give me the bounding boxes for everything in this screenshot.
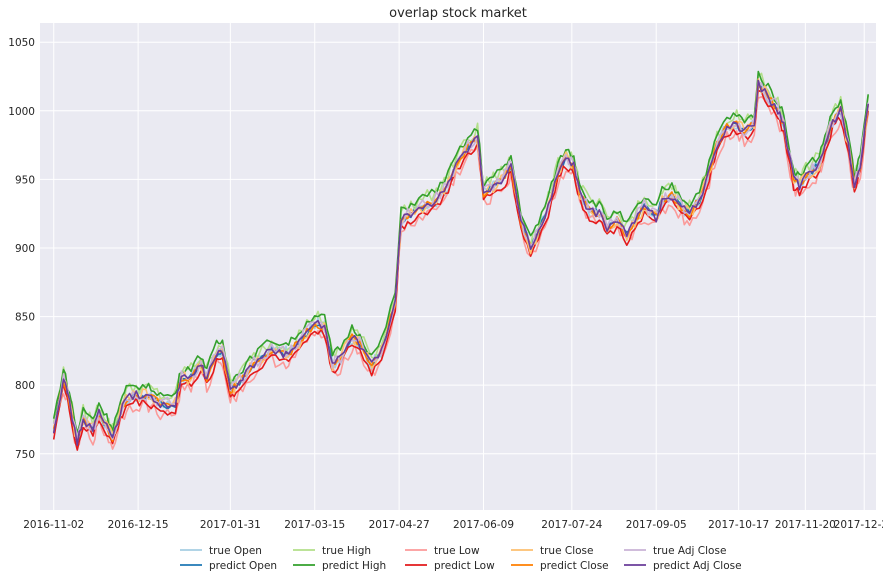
x-tick-label: 2017-07-24	[541, 519, 602, 531]
legend-label: predict Open	[209, 560, 277, 572]
legend-label: true Adj Close	[653, 545, 726, 557]
legend-label: true Close	[540, 545, 594, 557]
legend-label: true Low	[434, 545, 480, 557]
y-tick-label: 800	[15, 380, 35, 392]
x-tick-label: 2016-11-02	[23, 519, 84, 531]
series-line-predict-adj-close	[52, 79, 869, 446]
y-tick-label: 1050	[8, 37, 35, 49]
x-tick-label: 2017-03-15	[284, 519, 345, 531]
legend-item: predict Adj Close	[624, 560, 742, 572]
x-tick-label: 2016-12-15	[108, 519, 169, 531]
y-tick-label: 900	[15, 243, 35, 255]
legend-label: true High	[322, 545, 371, 557]
legend-item: true Low	[405, 545, 480, 557]
legend-item: predict Close	[511, 560, 609, 572]
legend-item: true Close	[511, 545, 594, 557]
legend-item: true Adj Close	[624, 545, 726, 557]
grid	[40, 23, 876, 510]
y-tick-label: 750	[15, 449, 35, 461]
x-tick-label: 2017-10-17	[708, 519, 769, 531]
series-layer	[52, 70, 869, 451]
legend-item: true Open	[180, 545, 262, 557]
legend-label: predict Adj Close	[653, 560, 742, 572]
legend-item: true High	[293, 545, 371, 557]
legend: true Open predict Open true High predict Hi…	[180, 545, 742, 572]
x-axis: 2016-11-02 2016-12-15 2017-01-31 2017-03-15…	[23, 519, 883, 531]
legend-label: predict Close	[540, 560, 609, 572]
x-tick-label: 2017-11-20	[775, 519, 836, 531]
y-tick-label: 950	[15, 174, 35, 186]
series-line-predict-high	[52, 70, 869, 434]
plot-area	[40, 23, 876, 510]
chart-title: overlap stock market	[389, 6, 527, 21]
legend-label: predict High	[322, 560, 386, 572]
x-tick-label: 2017-09-05	[626, 519, 687, 531]
y-axis: 750 800 850 900 950 1000 1050	[8, 37, 35, 461]
legend-label: true Open	[209, 545, 262, 557]
y-tick-label: 850	[15, 312, 35, 324]
legend-item: predict Low	[405, 560, 495, 572]
x-tick-label: 2017-04-27	[369, 519, 430, 531]
legend-item: predict Open	[180, 560, 277, 572]
x-tick-label: 2017-06-09	[453, 519, 514, 531]
legend-item: predict High	[293, 560, 386, 572]
y-tick-label: 1000	[8, 106, 35, 118]
legend-label: predict Low	[434, 560, 495, 572]
x-tick-label: 2017-12-20	[834, 519, 883, 531]
x-tick-label: 2017-01-31	[200, 519, 261, 531]
